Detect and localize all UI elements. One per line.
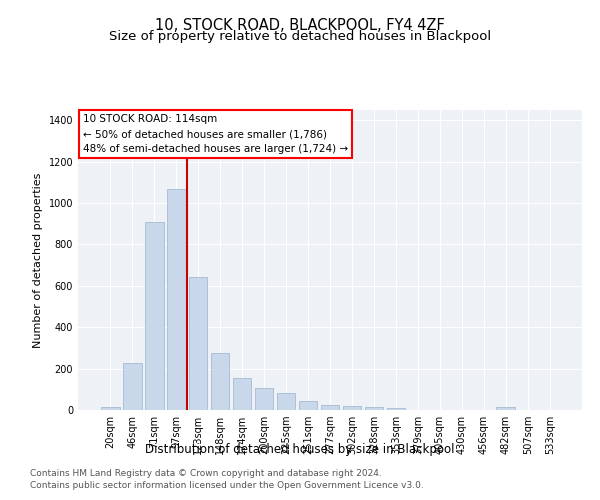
Text: 10, STOCK ROAD, BLACKPOOL, FY4 4ZF: 10, STOCK ROAD, BLACKPOOL, FY4 4ZF — [155, 18, 445, 32]
Bar — [386, 408, 405, 410]
Bar — [277, 394, 295, 410]
Text: 10 STOCK ROAD: 114sqm
← 50% of detached houses are smaller (1,786)
48% of semi-d: 10 STOCK ROAD: 114sqm ← 50% of detached … — [83, 114, 348, 154]
Bar — [189, 276, 208, 410]
Bar — [233, 378, 251, 410]
Bar — [101, 407, 119, 410]
Bar — [123, 364, 142, 410]
Bar — [343, 406, 361, 410]
Bar — [211, 353, 229, 410]
Bar — [496, 407, 515, 410]
Bar — [320, 405, 340, 410]
Bar — [167, 188, 185, 410]
Bar — [365, 407, 383, 410]
Y-axis label: Number of detached properties: Number of detached properties — [33, 172, 43, 348]
Bar — [299, 400, 317, 410]
Bar — [145, 222, 164, 410]
Text: Contains HM Land Registry data © Crown copyright and database right 2024.: Contains HM Land Registry data © Crown c… — [30, 468, 382, 477]
Bar — [255, 388, 274, 410]
Text: Contains public sector information licensed under the Open Government Licence v3: Contains public sector information licen… — [30, 481, 424, 490]
Text: Distribution of detached houses by size in Blackpool: Distribution of detached houses by size … — [145, 442, 455, 456]
Text: Size of property relative to detached houses in Blackpool: Size of property relative to detached ho… — [109, 30, 491, 43]
